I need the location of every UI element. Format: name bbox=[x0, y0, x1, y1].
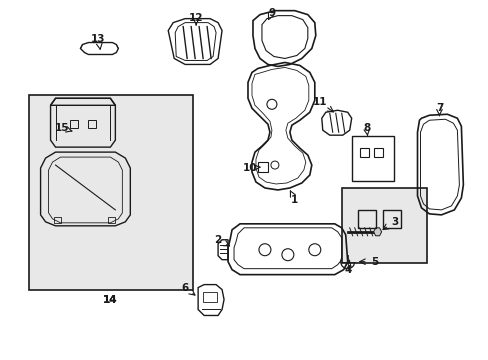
Bar bbox=[53, 217, 61, 223]
Bar bbox=[108, 217, 115, 223]
Text: 1: 1 bbox=[291, 195, 298, 205]
Text: 8: 8 bbox=[362, 123, 369, 133]
Text: 5: 5 bbox=[370, 257, 378, 267]
Text: 4: 4 bbox=[344, 265, 351, 275]
Bar bbox=[351, 136, 393, 181]
Text: 13: 13 bbox=[91, 33, 105, 44]
Bar bbox=[359, 148, 368, 157]
Text: 2: 2 bbox=[214, 235, 221, 245]
Text: 15: 15 bbox=[55, 123, 70, 133]
Bar bbox=[70, 120, 78, 128]
Text: 6: 6 bbox=[181, 283, 188, 293]
Text: 7: 7 bbox=[435, 103, 442, 113]
Bar bbox=[341, 188, 427, 263]
Bar bbox=[258, 162, 267, 172]
Bar bbox=[88, 120, 96, 128]
Bar bbox=[382, 210, 400, 228]
Bar bbox=[203, 292, 217, 302]
Text: 14: 14 bbox=[103, 294, 118, 305]
Text: 11: 11 bbox=[312, 97, 326, 107]
Text: 12: 12 bbox=[188, 13, 203, 23]
Bar bbox=[29, 95, 193, 289]
Text: 9: 9 bbox=[268, 8, 275, 18]
Text: 3: 3 bbox=[390, 217, 397, 227]
Text: 10: 10 bbox=[242, 163, 257, 173]
Text: 14: 14 bbox=[103, 294, 118, 305]
Bar bbox=[373, 148, 382, 157]
Text: 14: 14 bbox=[103, 294, 118, 305]
Polygon shape bbox=[373, 228, 381, 236]
Bar bbox=[357, 210, 375, 228]
